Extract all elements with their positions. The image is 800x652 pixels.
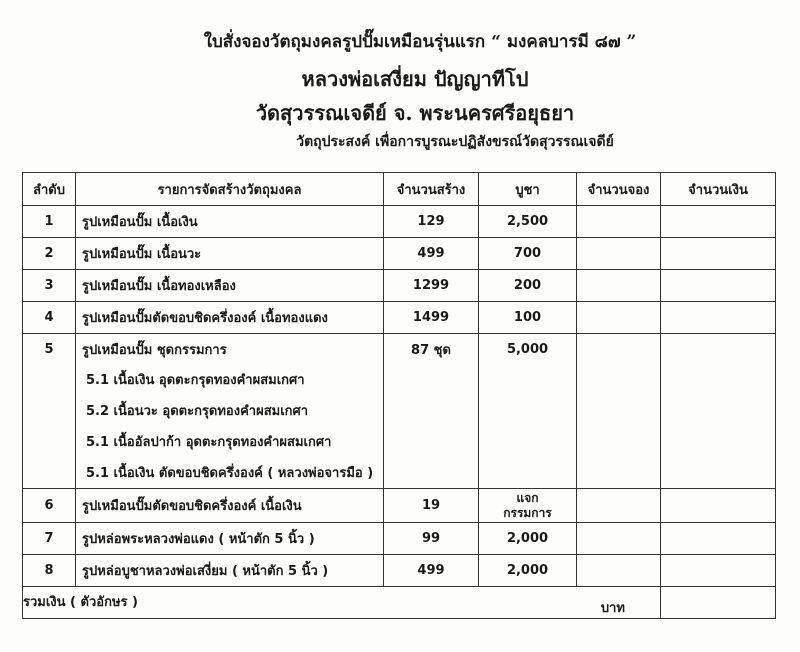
row-no: 8: [22, 554, 76, 587]
row-qty: 129: [383, 205, 479, 238]
amount-input[interactable]: [660, 522, 776, 555]
row-price: 200: [478, 269, 577, 302]
row-price: 2,000: [478, 554, 577, 587]
amount-input[interactable]: [660, 237, 776, 270]
row-item: รูปเหมือนปั๊มตัดขอบชิดครึ่งองค์ เนื้อทอง…: [75, 301, 384, 334]
row-price: 5,000: [506, 341, 549, 357]
row-item: รูปหล่อพระหลวงพ่อแดง ( หน้าตัก 5 นิ้ว ): [75, 522, 384, 555]
table-row: 7 รูปหล่อพระหลวงพ่อแดง ( หน้าตัก 5 นิ้ว …: [22, 522, 776, 555]
reserve-input[interactable]: [576, 237, 661, 270]
reserve-input[interactable]: [576, 301, 661, 334]
monk-name: หลวงพ่อเสงี่ยม ปัญญาทีโป: [301, 67, 529, 91]
reserve-input[interactable]: [576, 554, 661, 587]
row-no: 5: [44, 341, 54, 357]
total-amount-input[interactable]: [660, 586, 776, 619]
row-price: 700: [478, 237, 577, 270]
reserve-input[interactable]: [576, 269, 661, 302]
row-item: รูปเหมือนปั๊ม เนื้อทองเหลือง: [75, 269, 384, 302]
reserve-input[interactable]: [576, 522, 661, 555]
table-row: 2 รูปเหมือนปั๊ม เนื้อนวะ 499 700: [22, 237, 776, 270]
price-line: กรรมการ: [503, 505, 552, 520]
table-row: 8 รูปหล่อบูชาหลวงพ่อเสงี่ยม ( หน้าตัก 5 …: [22, 554, 776, 587]
header-row: ลำดับ รายการจัดสร้างวัตถุมงคล จำนวนสร้าง…: [22, 172, 776, 206]
row-no: 6: [22, 488, 76, 523]
row-item: รูปเหมือนปั๊มตัดขอบชิดครึ่งองค์ เนื้อเงิ…: [75, 488, 384, 523]
total-label: รวมเงิน ( ตัวอักษร ): [23, 595, 138, 610]
reserve-input[interactable]: [576, 333, 661, 489]
col-no: ลำดับ: [22, 172, 76, 206]
row-qty: 1299: [383, 269, 479, 302]
row-item: รูปหล่อบูชาหลวงพ่อเสงี่ยม ( หน้าตัก 5 นิ…: [75, 554, 384, 587]
sub-item: 5.1 เนื้อเงิน ตัดขอบชิดครึ่งองค์ ( หลวงพ…: [86, 466, 374, 481]
row-qty: 499: [383, 237, 479, 270]
sub-item: 5.1 เนื้อเงิน อุดตะกรุดทองคำผสมเกศา: [86, 373, 305, 388]
amount-input[interactable]: [660, 269, 776, 302]
col-reserve: จำนวนจอง: [576, 172, 661, 206]
amount-input[interactable]: [660, 333, 776, 489]
row-price: 100: [478, 301, 577, 334]
reserve-input[interactable]: [576, 205, 661, 238]
table-row: 6 รูปเหมือนปั๊มตัดขอบชิดครึ่งองค์ เนื้อเ…: [22, 488, 776, 523]
order-table: ลำดับ รายการจัดสร้างวัตถุมงคล จำนวนสร้าง…: [22, 172, 776, 619]
row-price: 2,000: [478, 522, 577, 555]
amount-input[interactable]: [660, 205, 776, 238]
col-qty: จำนวนสร้าง: [383, 172, 479, 206]
row-item: รูปเหมือนปั๊ม ชุดกรรมการ: [82, 342, 227, 358]
row-qty: 19: [383, 488, 479, 523]
row-item: รูปเหมือนปั๊ม เนื้อนวะ: [75, 237, 384, 270]
amount-input[interactable]: [660, 488, 776, 523]
table-row: 1 รูปเหมือนปั๊ม เนื้อเงิน 129 2,500: [22, 205, 776, 238]
row-qty: 499: [383, 554, 479, 587]
sub-item: 5.1 เนื้ออัลปาก้า อุดตะกรุดทองคำผสมเกศา: [86, 435, 332, 450]
row-price: 2,500: [478, 205, 577, 238]
reserve-input[interactable]: [576, 488, 661, 523]
row-no: 1: [22, 205, 76, 238]
row-item: รูปเหมือนปั๊ม เนื้อเงิน: [75, 205, 384, 238]
row-no: 3: [22, 269, 76, 302]
table-row: 5 รูปเหมือนปั๊ม ชุดกรรมการ 5.1 เนื้อเงิน…: [22, 333, 776, 489]
row-no: 4: [22, 301, 76, 334]
total-row: รวมเงิน ( ตัวอักษร ) บาท: [22, 586, 776, 619]
row-qty: 1499: [383, 301, 479, 334]
price-line: แจก: [516, 490, 539, 505]
table-row: 4 รูปเหมือนปั๊มตัดขอบชิดครึ่งองค์ เนื้อท…: [22, 301, 776, 334]
row-no: 7: [22, 522, 76, 555]
col-price: บูชา: [478, 172, 577, 206]
col-amount: จำนวนเงิน: [660, 172, 776, 206]
amount-input[interactable]: [660, 301, 776, 334]
table-row: 3 รูปเหมือนปั๊ม เนื้อทองเหลือง 1299 200: [22, 269, 776, 302]
sub-item: 5.2 เนื้อนวะ อุดตะกรุดทองคำผสมเกศา: [86, 404, 309, 419]
row-price: แจก กรรมการ: [478, 488, 577, 523]
amount-input[interactable]: [660, 554, 776, 587]
col-item: รายการจัดสร้างวัตถุมงคล: [75, 172, 384, 206]
temple-name: วัดสุวรรณเจดีย์ จ. พระนครศรีอยุธยา: [255, 101, 575, 125]
form-title: ใบสั่งจองวัตถุมงคลรูปปั๊มเหมือนรุ่นแรก “…: [203, 32, 637, 52]
row-no: 2: [22, 237, 76, 270]
row-qty: 87 ชุด: [411, 342, 451, 358]
purpose: วัตถุประสงค์ เพื่อการบูรณะปฏิสังขรณ์วัดส…: [296, 134, 614, 150]
currency-label: บาท: [600, 601, 625, 616]
row-qty: 99: [383, 522, 479, 555]
